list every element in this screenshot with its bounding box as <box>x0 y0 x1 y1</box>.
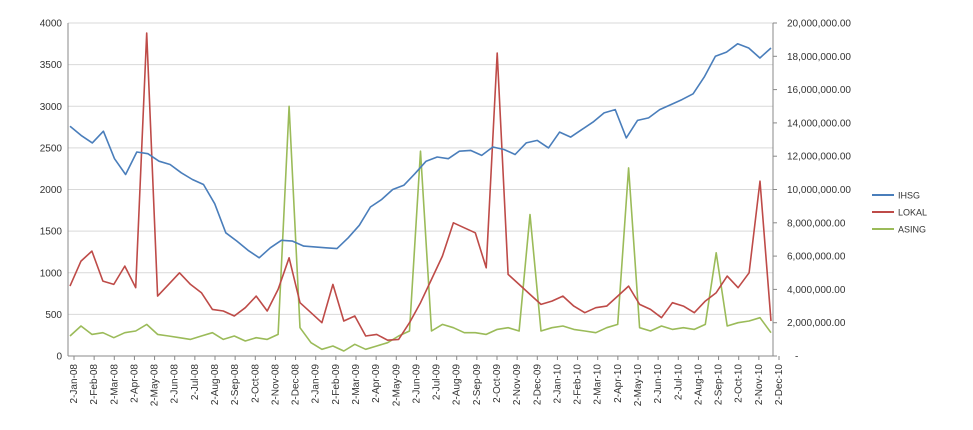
y-right-tick-label: 6,000,000.00 <box>787 252 846 263</box>
x-tick-label: 2-Oct-10 <box>734 364 745 403</box>
y-left-tick-label: 3000 <box>40 102 63 113</box>
y-right-tick-label: 20,000,000.00 <box>787 19 851 30</box>
x-tick-label: 2-Apr-10 <box>613 364 624 403</box>
x-tick-label: 2-Jan-10 <box>552 364 563 404</box>
series-line-ihsg <box>69 42 772 259</box>
y-left-tick-label: 1000 <box>40 268 63 279</box>
x-tick-label: 2-Dec-08 <box>291 364 302 406</box>
x-tick-label: 2-Dec-10 <box>774 364 785 406</box>
x-tick-label: 2-Feb-10 <box>573 364 584 405</box>
y-right-tick-label: 16,000,000.00 <box>787 85 851 96</box>
x-tick-label: 2-May-10 <box>633 364 644 407</box>
x-tick-label: 2-Jul-09 <box>432 364 443 401</box>
y-axis-left: 0 500 1000 1500 2000 2500 3000 3500 4000 <box>40 19 63 363</box>
x-tick-label: 2-Feb-09 <box>331 364 342 405</box>
y-left-tick-label: 2500 <box>40 143 63 154</box>
y-right-tick-label: 14,000,000.00 <box>787 118 851 129</box>
y-right-tick-label: 4,000,000.00 <box>787 285 846 296</box>
y-right-tick-label: 2,000,000.00 <box>787 318 846 329</box>
series-line-lokal <box>69 32 772 342</box>
series-lines <box>69 32 772 352</box>
series-line-asing <box>69 105 772 352</box>
y-left-tick-label: 4000 <box>40 19 63 30</box>
x-tick-label: 2-Jun-09 <box>411 364 422 404</box>
legend-label-ihsg: IHSG <box>898 191 920 201</box>
x-axis: 2-Jan-08 2-Feb-08 2-Mar-08 2-Apr-08 2-May-08… <box>69 356 785 406</box>
x-tick-label: 2-Nov-08 <box>270 364 281 406</box>
x-tick-label: 2-Sep-08 <box>230 364 241 406</box>
x-tick-label: 2-Sep-09 <box>472 364 483 406</box>
y-right-tick-label: 8,000,000.00 <box>787 218 846 229</box>
x-tick-label: 2-May-09 <box>391 364 402 407</box>
legend: IHSG LOKAL ASING <box>872 191 927 235</box>
y-left-tick-label: 500 <box>45 310 62 321</box>
x-tick-label: 2-Mar-10 <box>593 364 604 405</box>
y-left-tick-label: 0 <box>56 352 62 363</box>
x-tick-label: 2-Oct-08 <box>250 364 261 403</box>
x-tick-label: 2-Jul-08 <box>190 364 201 401</box>
x-tick-label: 2-Mar-09 <box>351 364 362 405</box>
x-tick-label: 2-Dec-09 <box>532 364 543 406</box>
x-tick-label: 2-Nov-09 <box>512 364 523 406</box>
y-left-tick-label: 3500 <box>40 60 63 71</box>
x-tick-label: 2-Apr-09 <box>371 364 382 403</box>
legend-label-lokal: LOKAL <box>898 208 927 218</box>
x-tick-label: 2-Oct-09 <box>492 364 503 403</box>
x-tick-label: 2-Jun-08 <box>170 364 181 404</box>
y-right-tick-label: - <box>795 352 798 363</box>
x-tick-label: 2-Jul-10 <box>673 364 684 401</box>
y-right-tick-label: 18,000,000.00 <box>787 52 851 63</box>
x-tick-label: 2-Jan-09 <box>311 364 322 404</box>
x-tick-label: 2-Aug-09 <box>452 364 463 406</box>
x-tick-label: 2-Jun-10 <box>653 364 664 404</box>
x-tick-label: 2-Nov-10 <box>754 364 765 406</box>
x-tick-label: 2-Jan-08 <box>69 364 80 404</box>
y-axis-right: - 2,000,000.00 4,000,000.00 6,000,000.00 8,0… <box>773 19 851 363</box>
x-tick-label: 2-Apr-08 <box>129 364 140 403</box>
gridlines <box>68 22 773 357</box>
x-tick-label: 2-Sep-10 <box>714 364 725 406</box>
y-left-tick-label: 1500 <box>40 227 63 238</box>
y-right-tick-label: 10,000,000.00 <box>787 185 851 196</box>
x-tick-label: 2-Aug-08 <box>210 364 221 406</box>
x-tick-label: 2-Aug-10 <box>693 364 704 406</box>
y-right-tick-label: 12,000,000.00 <box>787 152 851 163</box>
x-tick-label: 2-May-08 <box>150 364 161 407</box>
x-tick-label: 2-Mar-08 <box>109 364 120 405</box>
legend-label-asing: ASING <box>898 225 926 235</box>
y-left-tick-label: 2000 <box>40 185 63 196</box>
x-tick-label: 2-Feb-08 <box>89 364 100 405</box>
